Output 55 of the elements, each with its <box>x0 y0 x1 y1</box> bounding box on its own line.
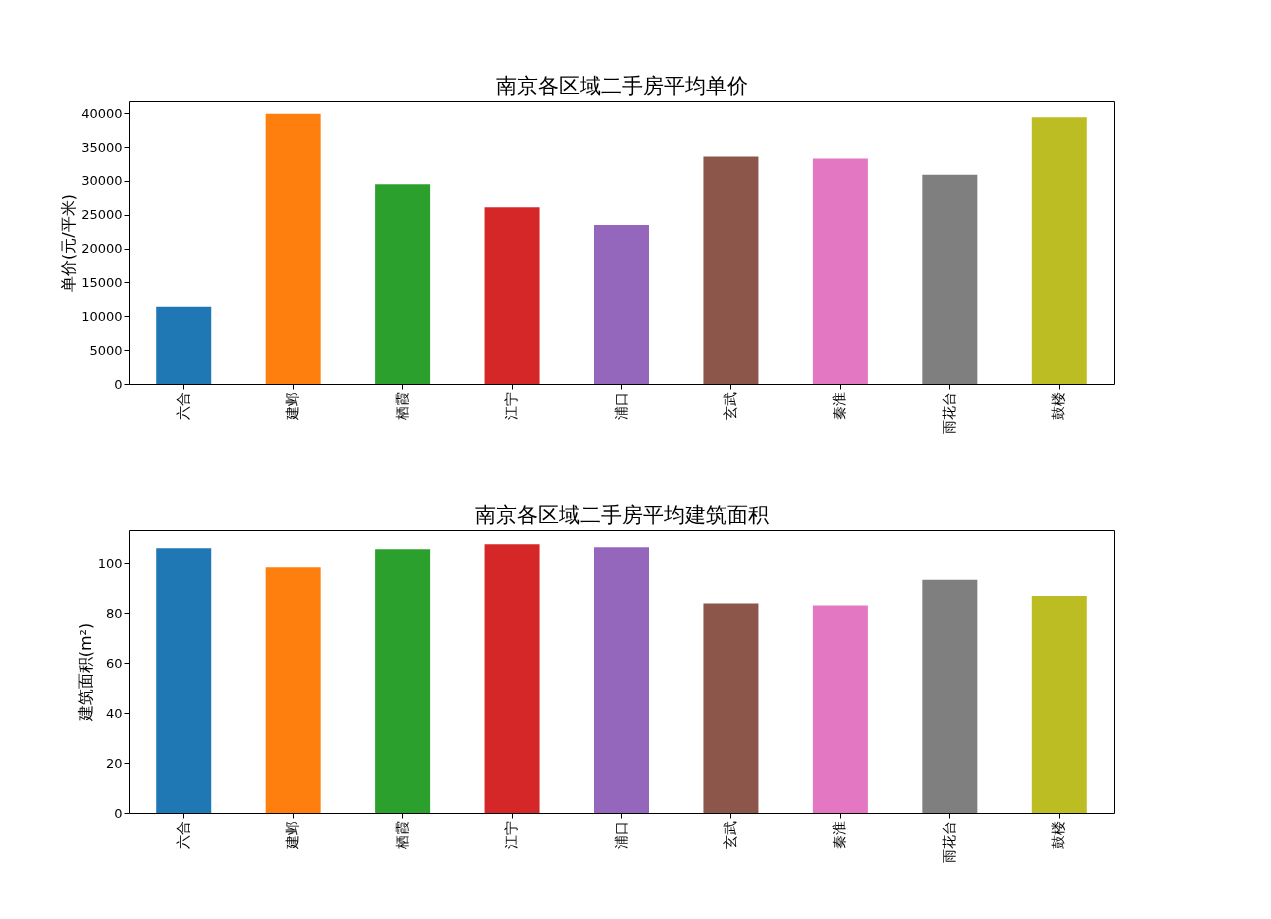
y-tick-label: 10000 <box>81 308 123 324</box>
x-tick-label: 雨花台 <box>940 820 957 863</box>
bar <box>156 306 212 384</box>
bar <box>1031 595 1087 813</box>
x-tick-label: 秦淮 <box>831 820 848 849</box>
y-tick-label: 20000 <box>81 241 123 257</box>
y-tick-label: 35000 <box>81 139 123 155</box>
bar <box>812 605 868 813</box>
y-tick-label: 100 <box>97 555 123 571</box>
y-tick-label: 60 <box>105 655 123 671</box>
x-tick-label: 江宁 <box>503 391 520 420</box>
y-tick-label: 0 <box>114 376 123 392</box>
x-tick-label: 雨花台 <box>940 391 957 434</box>
x-tick-label: 秦淮 <box>831 391 848 420</box>
bar <box>484 207 540 384</box>
bar <box>594 547 649 813</box>
x-tick-label: 栖霞 <box>393 391 410 421</box>
y-tick-label: 30000 <box>81 173 123 189</box>
bar <box>484 544 540 813</box>
bar <box>594 224 649 384</box>
x-tick-label: 浦口 <box>612 391 629 420</box>
x-tick-label: 玄武 <box>721 820 738 849</box>
x-tick-label: 鼓楼 <box>1050 820 1067 849</box>
bar <box>265 113 321 384</box>
x-tick-label: 浦口 <box>612 820 629 849</box>
bar <box>922 174 978 384</box>
bar <box>922 579 978 813</box>
chart-title: 南京各区域二手房平均单价 <box>495 74 748 98</box>
x-tick-label: 建邺 <box>284 820 301 850</box>
x-tick-label: 江宁 <box>503 820 520 849</box>
bar <box>703 156 759 384</box>
bar <box>1031 117 1087 384</box>
x-tick-label: 鼓楼 <box>1050 391 1067 420</box>
y-tick-label: 0 <box>114 805 123 821</box>
y-tick-label: 5000 <box>89 342 123 358</box>
chart-title: 南京各区域二手房平均建筑面积 <box>474 503 769 527</box>
y-tick-label: 15000 <box>81 274 123 290</box>
y-tick-label: 25000 <box>81 207 123 223</box>
x-tick-label: 玄武 <box>721 391 738 420</box>
x-tick-label: 六合 <box>174 391 191 420</box>
x-tick-label: 六合 <box>174 820 191 849</box>
bar <box>703 603 759 813</box>
y-axis-title: 单价(元/平米) <box>59 194 79 292</box>
bar <box>375 549 431 813</box>
y-tick-label: 20 <box>105 755 123 771</box>
y-tick-label: 80 <box>105 605 123 621</box>
bar <box>265 567 321 813</box>
bar <box>812 158 868 384</box>
bar <box>156 548 212 813</box>
y-tick-label: 40000 <box>81 105 123 121</box>
y-axis-title: 建筑面积(m²) <box>75 622 95 723</box>
bar <box>375 184 431 384</box>
y-tick-label: 40 <box>105 705 123 721</box>
x-tick-label: 栖霞 <box>393 820 410 850</box>
x-tick-label: 建邺 <box>284 391 301 421</box>
